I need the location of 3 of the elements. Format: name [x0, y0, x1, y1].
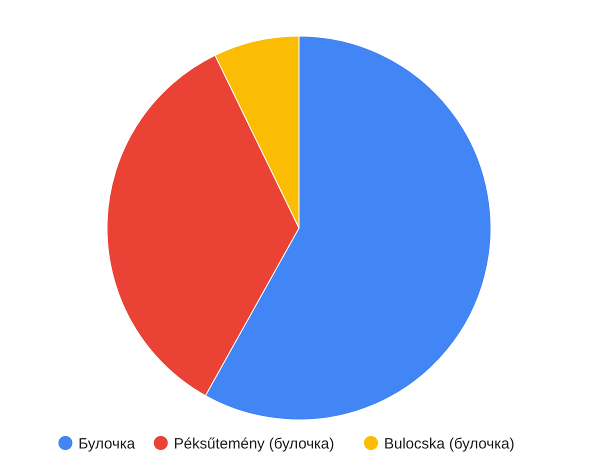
- legend-label: Bulocska (булочка): [384, 435, 514, 452]
- legend-label: Булочка: [78, 435, 136, 452]
- legend-label: Péksűtemény (булочка): [174, 435, 334, 452]
